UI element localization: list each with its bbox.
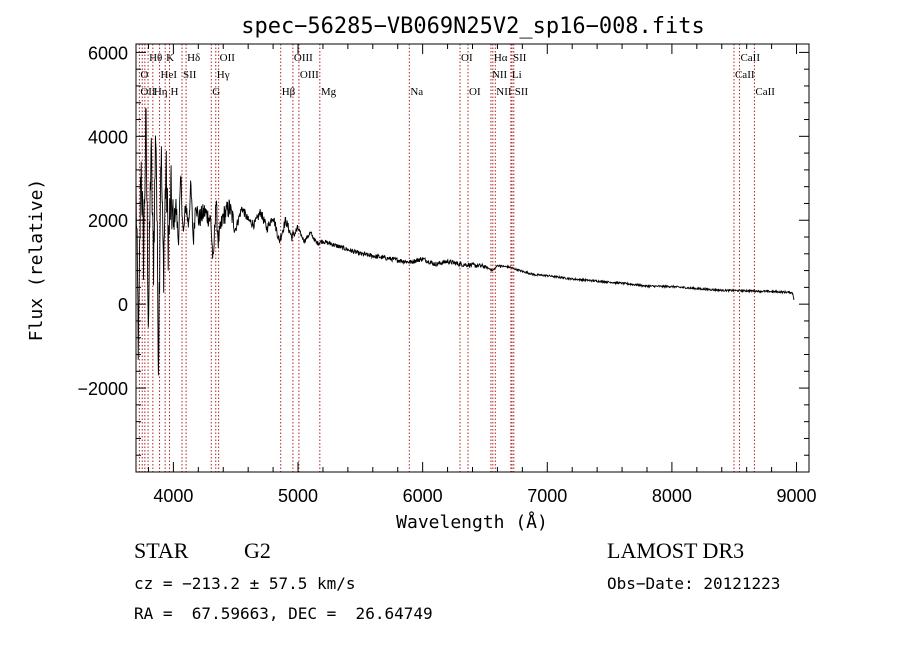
line-label-8: CaII (740, 52, 760, 64)
line-label-2: Hδ (187, 52, 200, 64)
x-tick-label-0: 4000 (153, 486, 193, 506)
x-tick-label-3: 7000 (527, 486, 567, 506)
coordinates: RA = 67.59663, DEC = 26.64749 (134, 604, 433, 623)
y-tick-label-2: 2000 (88, 211, 128, 231)
y-axis-label: Flux (relative) (26, 179, 47, 342)
line-label-19: Hη (154, 86, 168, 98)
line-label-20: H (171, 86, 179, 98)
line-label-9: O (140, 69, 148, 81)
line-label-24: OI (469, 86, 481, 98)
observation-date: Obs−Date: 20121223 (607, 574, 781, 593)
object-subclass: G2 (244, 538, 271, 563)
chart-title: spec−56285−VB069N25V2_sp16−008.fits (241, 14, 705, 39)
y-axis: −2000 0 2000 4000 6000 (77, 43, 809, 456)
line-label-15: NII (492, 69, 508, 81)
line-annotations: Hθ K Hδ OII OIII OI Hα SII CaII O HeI SII Hγ OIII Na NI… (140, 52, 775, 98)
line-label-7: SII (513, 52, 527, 64)
line-label-0: Hθ (149, 52, 162, 64)
y-tick-label-0: −2000 (77, 379, 128, 399)
y-tick-label-4: 6000 (88, 43, 128, 63)
object-class: STAR (134, 538, 189, 563)
plot-frame (135, 43, 810, 473)
redshift-cz: cz = −213.2 ± 57.5 km/s (134, 574, 356, 593)
line-label-6: Hα (494, 52, 508, 64)
line-label-11: SII (183, 69, 197, 81)
line-label-17: CaII (735, 69, 755, 81)
line-label-22: Hβ (282, 86, 296, 98)
line-markers (138, 44, 755, 472)
line-label-23: Mg (321, 86, 337, 98)
line-label-14: Na (410, 86, 423, 98)
line-label-13: OIII (300, 69, 319, 81)
line-label-26: SII (515, 86, 529, 98)
y-tick-label-1: 0 (118, 295, 128, 315)
line-label-27: CaII (755, 86, 775, 98)
line-label-21: G (212, 86, 220, 98)
flux-series (135, 107, 795, 376)
line-label-12: Hγ (217, 69, 230, 81)
y-tick-label-3: 4000 (88, 127, 128, 147)
line-label-25: NII (496, 86, 512, 98)
x-tick-label-5: 9000 (777, 486, 817, 506)
line-label-4: OIII (294, 52, 313, 64)
x-axis: 4000 5000 6000 7000 8000 9000 (147, 44, 817, 506)
x-tick-label-4: 8000 (652, 486, 692, 506)
line-label-5: OI (461, 52, 473, 64)
line-label-18: OII (140, 86, 156, 98)
x-tick-label-2: 6000 (403, 486, 443, 506)
flux-line-0 (135, 107, 795, 376)
line-label-3: OII (220, 52, 236, 64)
x-tick-label-1: 5000 (278, 486, 318, 506)
line-label-1: K (166, 52, 174, 64)
line-label-10: HeI (161, 69, 178, 81)
x-axis-label: Wavelength (Å) (396, 511, 548, 533)
survey-name: LAMOST DR3 (607, 538, 745, 563)
line-label-16: Li (512, 69, 522, 81)
